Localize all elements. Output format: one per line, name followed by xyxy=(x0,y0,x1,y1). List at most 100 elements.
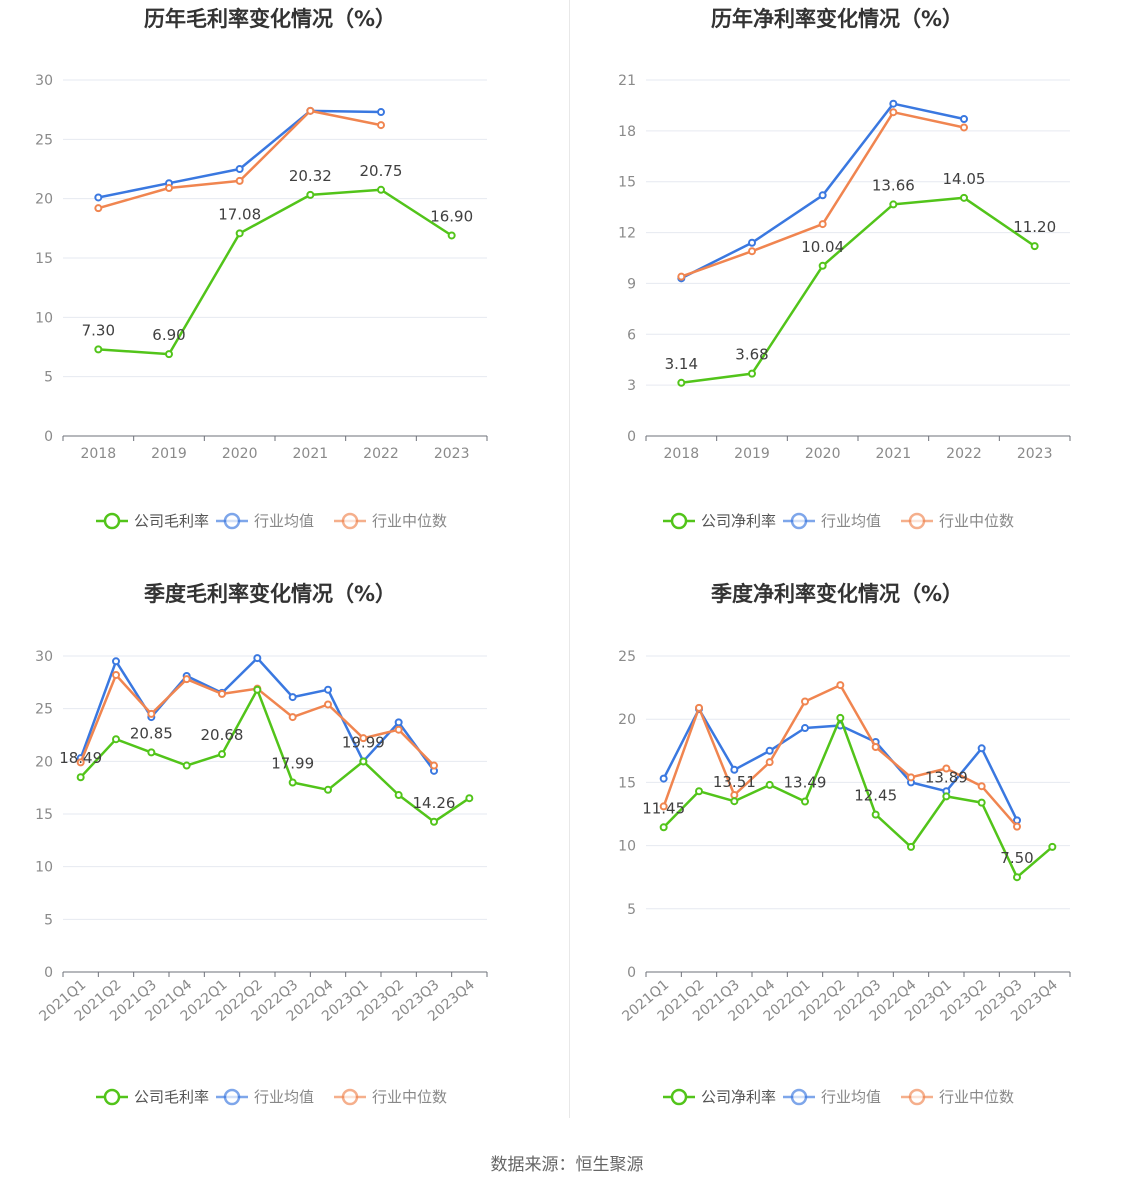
legend-label: 行业中位数 xyxy=(372,1088,447,1106)
data-label: 11.45 xyxy=(642,799,685,817)
data-label: 20.32 xyxy=(289,167,332,185)
x-tick-label: 2020 xyxy=(805,446,841,462)
y-tick-label: 15 xyxy=(618,175,636,191)
y-tick-label: 10 xyxy=(35,310,53,326)
legend-marker xyxy=(908,512,926,530)
data-point xyxy=(730,797,739,806)
legend-marker xyxy=(103,1088,121,1106)
legend-label: 公司毛利率 xyxy=(134,512,209,530)
legend-item: 行业均值 xyxy=(216,512,314,530)
y-tick-label: 15 xyxy=(618,775,636,791)
legend-item: 行业中位数 xyxy=(901,512,1014,530)
y-tick-label: 0 xyxy=(627,965,636,981)
data-point xyxy=(76,758,85,767)
data-label: 6.90 xyxy=(152,326,185,344)
y-tick-label: 25 xyxy=(35,702,53,718)
data-label: 20.85 xyxy=(130,724,173,742)
chart-title: 历年净利率变化情况（%） xyxy=(711,7,963,31)
legend-label: 行业均值 xyxy=(254,1088,314,1106)
legend-label: 行业中位数 xyxy=(372,512,447,530)
y-tick-label: 20 xyxy=(35,192,53,208)
legend-marker xyxy=(223,512,241,530)
data-point xyxy=(1030,242,1039,251)
data-point xyxy=(76,773,85,782)
data-label: 14.26 xyxy=(413,794,456,812)
data-point xyxy=(977,782,986,791)
data-point xyxy=(218,689,226,698)
data-point xyxy=(695,703,703,712)
data-point xyxy=(801,797,809,806)
legend-marker xyxy=(908,1088,926,1106)
data-point xyxy=(306,190,315,199)
data-point xyxy=(235,165,244,173)
x-tick-label: 2022 xyxy=(946,446,982,462)
legend-label: 行业中位数 xyxy=(939,1088,1014,1106)
x-tick-label: 2023 xyxy=(434,446,470,462)
y-tick-label: 5 xyxy=(44,912,53,928)
data-point xyxy=(1013,873,1021,882)
data-point xyxy=(94,193,103,202)
data-point xyxy=(359,734,368,743)
data-point xyxy=(977,798,986,807)
data-point xyxy=(836,681,845,690)
data-point xyxy=(112,670,120,679)
data-point xyxy=(147,748,156,757)
legend-marker xyxy=(790,512,808,530)
legend-label: 行业中位数 xyxy=(939,512,1014,530)
y-tick-label: 18 xyxy=(618,124,636,140)
series-line xyxy=(681,196,1036,385)
data-label: 20.68 xyxy=(201,726,244,744)
data-point xyxy=(165,350,173,359)
data-point xyxy=(677,272,686,281)
annual-gross-margin-chart: 历年毛利率变化情况（%） 0 5 10 15 20 25 30 2018 2019 2020 2021… xyxy=(35,7,488,530)
data-label: 10.04 xyxy=(801,238,844,256)
data-label: 18.49 xyxy=(59,749,102,767)
y-tick-label: 25 xyxy=(35,132,53,148)
data-point xyxy=(1048,842,1057,851)
data-point xyxy=(818,261,827,270)
x-tick-label: 2020 xyxy=(222,446,258,462)
y-tick-label: 10 xyxy=(618,839,636,855)
series-line xyxy=(662,683,1018,828)
series-line xyxy=(79,688,470,824)
y-tick-label: 10 xyxy=(35,860,53,876)
legend-item: 公司净利率 xyxy=(663,512,776,530)
legend-item: 行业中位数 xyxy=(901,1088,1014,1106)
data-point xyxy=(801,697,809,706)
data-point xyxy=(659,823,668,832)
data-point xyxy=(377,108,385,117)
y-tick-label: 25 xyxy=(618,649,636,665)
data-point xyxy=(659,774,668,783)
legend-label: 行业均值 xyxy=(821,512,881,530)
data-label: 13.51 xyxy=(713,773,756,791)
data-point xyxy=(430,817,438,826)
data-point xyxy=(394,718,403,727)
x-tick-label: 2019 xyxy=(151,446,187,462)
data-point xyxy=(147,709,156,718)
y-tick-label: 21 xyxy=(618,73,636,89)
data-point xyxy=(324,700,332,709)
legend-marker xyxy=(670,1088,688,1106)
data-point xyxy=(942,764,951,773)
data-point xyxy=(1013,822,1021,831)
data-label: 3.68 xyxy=(735,346,768,364)
data-point xyxy=(235,176,244,185)
annual-gross-margin-panel: 历年毛利率变化情况（%） 0 5 10 15 20 25 30 2018 2019 2020 2021… xyxy=(0,0,567,575)
legend-marker xyxy=(103,512,121,530)
data-point xyxy=(447,231,456,240)
data-point xyxy=(324,685,332,694)
y-tick-label: 15 xyxy=(35,251,53,267)
data-point xyxy=(730,791,739,800)
legend-marker xyxy=(670,512,688,530)
data-label: 20.75 xyxy=(360,162,403,180)
legend-label: 行业均值 xyxy=(821,1088,881,1106)
legend-item: 行业均值 xyxy=(216,1088,314,1106)
series-line xyxy=(79,656,436,772)
data-label: 19.99 xyxy=(342,733,385,751)
data-point xyxy=(748,238,756,247)
data-point xyxy=(818,220,827,229)
data-point xyxy=(377,121,385,130)
legend-item: 公司毛利率 xyxy=(96,512,209,530)
data-point xyxy=(659,802,668,811)
data-point xyxy=(871,743,880,752)
